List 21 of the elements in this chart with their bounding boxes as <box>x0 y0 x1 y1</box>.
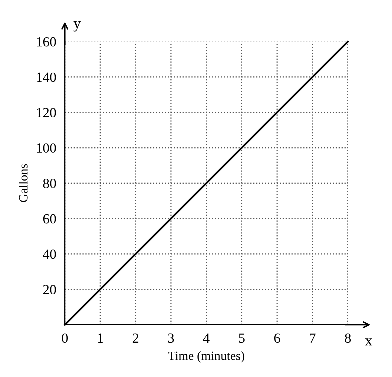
text: x <box>365 338 373 346</box>
x-tick-label: 1 <box>98 334 104 343</box>
y-tick-label: 100 <box>37 144 56 153</box>
x-tick-label: 0 <box>62 334 68 344</box>
text: y <box>74 21 82 32</box>
y-tick-label: 80 <box>43 178 56 188</box>
x-tick-label: 7 <box>310 334 316 343</box>
x-tick-label: 5 <box>239 334 245 344</box>
x-tick-label: 4 <box>203 334 210 343</box>
y-tick-label: 120 <box>37 108 56 118</box>
x-tick-label: 2 <box>132 334 139 343</box>
x-tick-label: 6 <box>274 334 280 344</box>
y-tick-label: 20 <box>43 285 56 295</box>
y-tick-label: 140 <box>37 72 56 82</box>
y-tick-label: 40 <box>43 250 56 260</box>
x-axis-title: Time (minutes) <box>168 351 245 363</box>
y-tick-label: 160 <box>37 37 56 47</box>
x-tick-label: 8 <box>345 334 352 344</box>
x-tick-label: 3 <box>168 334 174 344</box>
y-tick-label: 60 <box>43 214 56 224</box>
y-axis-title: Gallons <box>19 164 28 202</box>
